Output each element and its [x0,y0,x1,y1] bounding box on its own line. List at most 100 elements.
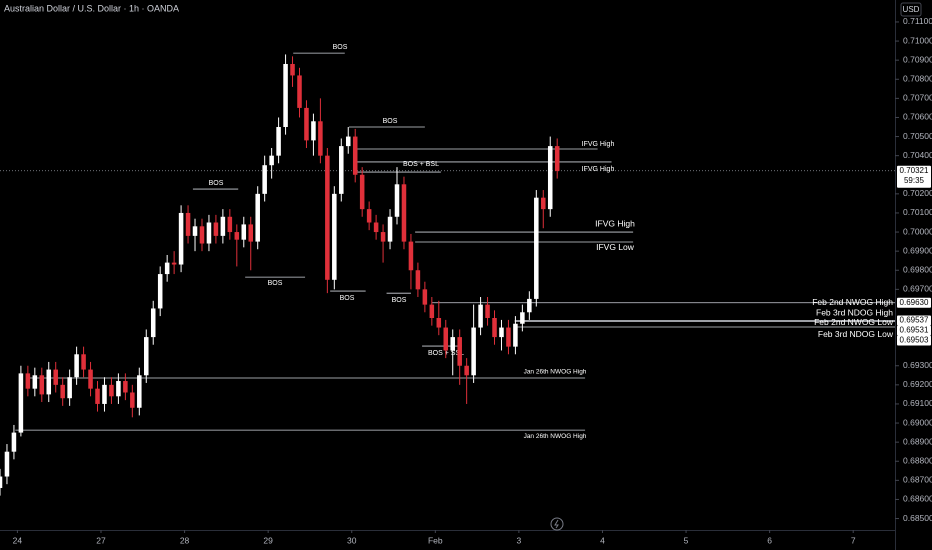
candle-body [325,155,330,280]
annotation-label: BOS [209,180,224,187]
replay-icon-bolt [554,519,559,529]
candle-body [192,226,198,236]
y-tick-label: 0.70800 [903,74,932,84]
y-tick-label: 0.69100 [903,398,932,408]
y-tick-label: 0.70400 [903,150,932,160]
price-label-box [897,315,931,326]
candle-body [408,241,414,271]
candle-body [436,318,442,328]
candle-body [311,121,316,141]
y-tick-label: 0.70000 [903,226,932,236]
candle-body [359,174,365,210]
candle-body [478,304,483,328]
y-tick-label: 0.70200 [903,188,932,198]
candle-body [339,146,344,194]
candle-body [401,184,407,242]
candle-body [164,262,170,275]
annotation-label: IFVG Low [596,242,635,252]
candle-body [116,381,121,397]
annotation-label: Jan 26th NWOG High [524,433,587,440]
candle-body [297,75,302,108]
y-tick-label: 0.68700 [903,475,932,485]
annotation-label: BOS [268,280,283,287]
x-tick-label: 3 [517,535,522,545]
candle-body [429,304,435,318]
currency[interactable]: USD [903,5,920,14]
annotation-label: BOS [333,44,348,51]
y-tick-label: 0.70700 [903,93,932,103]
y-tick-label: 0.69200 [903,379,932,389]
candle-body [227,216,233,233]
annotation-label: IFVG High [582,166,615,173]
replay-icon[interactable] [550,517,564,531]
candle-body [185,212,191,236]
candle-body [60,384,65,399]
price-label: 0.69630 [900,298,929,307]
candle-body [178,212,184,265]
candle-body [394,184,400,217]
chart-title: Australian Dollar / U.S. Dollar · 1h · O… [4,3,179,13]
candle-body [276,127,281,156]
candle-body [144,337,149,376]
candle-body [213,222,219,236]
candle-body [464,365,469,376]
x-tick-label: 28 [180,535,190,545]
candle-body [0,476,3,488]
y-tick-label: 0.70100 [903,207,932,217]
candle-body [415,270,421,290]
candle-body [255,193,260,242]
candle-body [248,224,254,242]
annotation-label: Feb 2nd NWOG Low [814,317,894,327]
annotation-label: BOS + BSL [403,161,439,168]
x-tick-label: 29 [263,535,273,545]
candle-body [102,384,107,404]
candle-body [137,375,142,408]
y-tick-label: 0.70500 [903,131,932,141]
annotation-label: IFVG High [582,141,615,148]
x-tick-label: 5 [684,535,689,545]
currency-box[interactable] [900,2,922,17]
y-tick-label: 0.70600 [903,112,932,122]
candle-body [527,298,532,313]
candle-body [318,121,323,156]
price-label: 0.69503 [900,336,929,345]
price-label-box [897,325,931,336]
candle-body [373,222,379,233]
candle-body [387,216,393,242]
candle-body [290,63,295,76]
candle-body [457,337,462,366]
x-tick-label: 7 [851,535,856,545]
annotation-label: Feb 3rd NDOG Low [818,329,894,339]
y-tick-label: 0.69900 [903,245,932,255]
candle-body [199,226,205,244]
price-label: 0.70321 [900,166,929,175]
annotation-label: IFVG High [595,218,635,228]
annotation-label: BOS [340,295,355,302]
annotation-label: Feb 3rd NDOG High [816,308,893,318]
y-tick-label: 0.71000 [903,35,932,45]
candle-body [492,318,497,338]
candle-body [206,222,212,244]
candle-body [11,432,17,452]
annotation-label: BOS [383,118,398,125]
candle-body [304,107,309,141]
candle-body [150,308,156,338]
candle-body [283,63,288,128]
annotation-label: BOS [392,297,407,304]
countdown: 59:35 [904,176,925,185]
candle-body [520,312,525,324]
candle-body [541,197,546,210]
candle-body [345,136,351,147]
candle-body [18,373,24,433]
y-tick-label: 0.68600 [903,494,932,504]
candle-body [506,327,511,347]
y-tick-label: 0.71100 [903,16,932,26]
candle-body [422,289,428,305]
y-tick-label: 0.68800 [903,455,932,465]
candle-body [547,146,553,210]
candle-body [109,384,114,397]
candle-body [95,388,100,404]
